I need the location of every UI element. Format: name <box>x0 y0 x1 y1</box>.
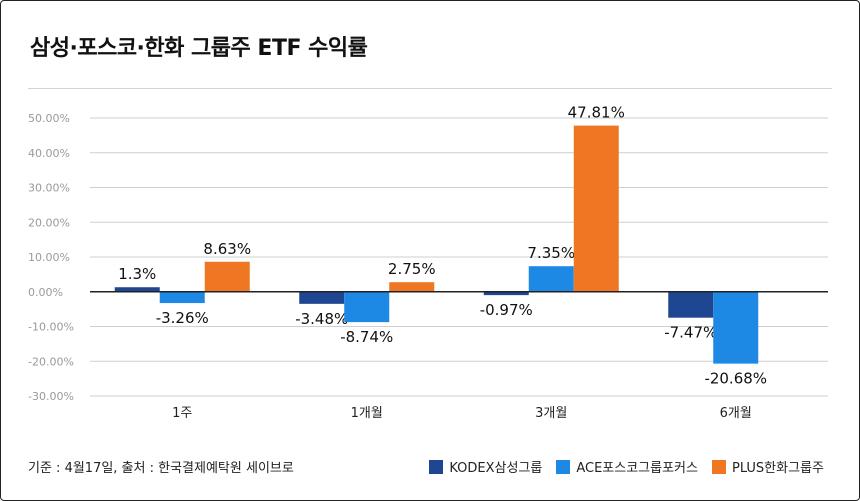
bar <box>159 291 205 304</box>
bar <box>483 291 529 296</box>
legend: KODEX삼성그룹 ACE포스코그룹포커스 PLUS한화그룹주 <box>429 457 824 476</box>
bar <box>299 291 345 304</box>
x-tick-label: 1주 <box>172 406 192 421</box>
bar <box>528 266 574 292</box>
y-tick-label: 10.00% <box>28 251 70 264</box>
x-tick-label: 6개월 <box>720 406 752 421</box>
y-tick-label: 30.00% <box>28 182 70 195</box>
bar <box>573 125 619 292</box>
bar <box>344 291 390 323</box>
data-label: -8.74% <box>340 328 393 346</box>
legend-swatch <box>711 459 726 474</box>
source-note: 기준 : 4월17일, 출처 : 한국결제예탁원 세이브로 <box>28 461 294 476</box>
y-tick-label: -30.00% <box>28 390 74 403</box>
legend-swatch <box>556 459 571 474</box>
y-tick-label: 20.00% <box>28 216 70 229</box>
bar <box>668 291 714 318</box>
chart-title: 삼성·포스코·한화 그룹주 ETF 수익률 <box>30 36 368 61</box>
legend-item: ACE포스코그룹포커스 <box>556 457 698 476</box>
x-tick-label: 3개월 <box>535 406 567 421</box>
data-label: 8.63% <box>203 240 251 258</box>
data-label: 2.75% <box>388 260 436 278</box>
bar <box>204 261 250 292</box>
title-divider <box>28 88 832 89</box>
y-tick-label: -20.00% <box>28 355 74 368</box>
legend-label: ACE포스코그룹포커스 <box>576 461 698 476</box>
legend-label: PLUS한화그룹주 <box>731 461 824 476</box>
data-label: 1.3% <box>118 265 156 283</box>
x-tick-label: 1개월 <box>351 406 383 421</box>
bar <box>389 282 435 292</box>
data-label: -3.26% <box>156 309 209 327</box>
data-label: -0.97% <box>480 301 533 319</box>
data-label: 47.81% <box>568 104 625 122</box>
data-label: -3.48% <box>295 310 348 328</box>
y-tick-label: 40.00% <box>28 147 70 160</box>
data-label: 7.35% <box>527 244 575 262</box>
y-tick-label: -10.00% <box>28 321 74 334</box>
y-tick-label: 0.00% <box>28 286 63 299</box>
data-label: -20.68% <box>704 370 767 388</box>
legend-label: KODEX삼성그룹 <box>449 461 543 476</box>
data-label: -7.47% <box>664 324 717 342</box>
legend-item: PLUS한화그룹주 <box>711 457 824 476</box>
bar <box>713 291 759 364</box>
legend-item: KODEX삼성그룹 <box>429 457 542 476</box>
bar <box>114 287 160 292</box>
legend-swatch <box>429 459 444 474</box>
y-tick-label: 50.00% <box>28 112 70 125</box>
